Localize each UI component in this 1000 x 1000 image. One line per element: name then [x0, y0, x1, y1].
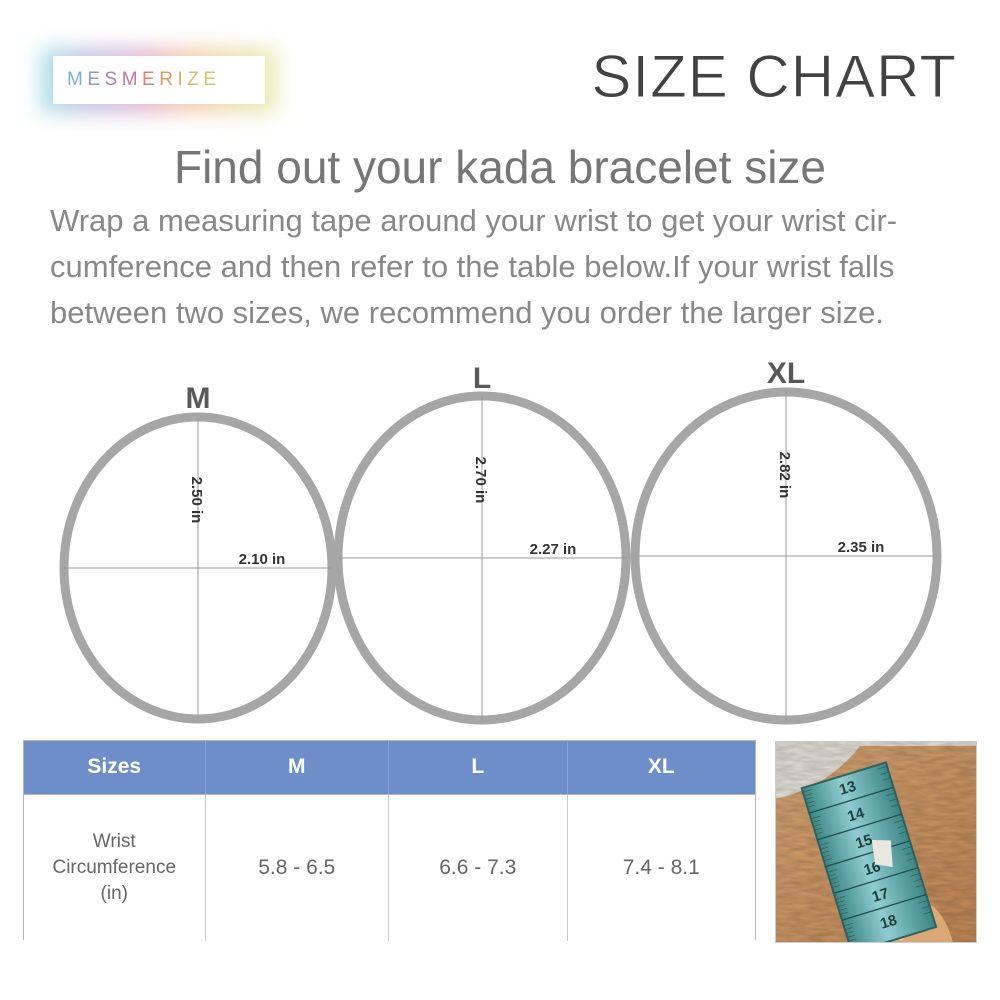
svg-text:2.70 in: 2.70 in [472, 457, 489, 504]
svg-text:2.10 in: 2.10 in [239, 551, 286, 568]
svg-text:2.27 in: 2.27 in [530, 541, 577, 558]
svg-text:2.50 in: 2.50 in [188, 477, 205, 524]
svg-text:2.82 in: 2.82 in [776, 452, 793, 499]
svg-text:2.35 in: 2.35 in [838, 539, 885, 556]
svg-text:L: L [473, 362, 491, 395]
svg-text:XL: XL [767, 357, 805, 390]
svg-text:M: M [186, 382, 211, 415]
